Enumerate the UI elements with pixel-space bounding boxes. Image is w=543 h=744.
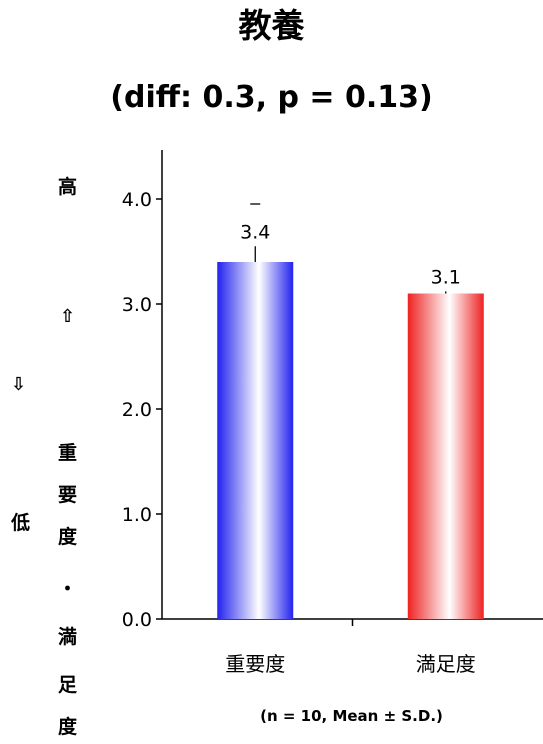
x-category-label-1: 重要度 (225, 652, 285, 676)
ylabel-char-6: 足 (58, 674, 78, 696)
y-tick-label: 3.0 (122, 294, 152, 316)
y-tick-label: 2.0 (122, 399, 152, 421)
value-label-1: 3.4 (240, 221, 270, 243)
ylabel-char-2: 要 (58, 484, 78, 506)
chart-title: 教養 (238, 6, 305, 45)
footnote: (n = 10, Mean ± S.D.) (260, 707, 443, 725)
y-tick-label: 0.0 (122, 609, 152, 631)
ylabel-up-arrow: ⇧ (60, 306, 76, 327)
ylabel-char-4: ・ (58, 578, 78, 600)
ylabel-char-1: 重 (58, 442, 78, 464)
ylabel-high: 高 (58, 176, 78, 198)
ylabel-char-3: 度 (58, 526, 78, 548)
bar-2 (407, 293, 484, 619)
bar-1 (217, 262, 294, 619)
y-tick-label: 1.0 (122, 504, 152, 526)
y-tick-label: 4.0 (122, 189, 152, 211)
value-label-2: 3.1 (431, 266, 461, 288)
ylabel-char-5: 満 (58, 626, 78, 648)
chart-subtitle: (diff: 0.3, p = 0.13) (110, 80, 433, 115)
ylabel-char-7: 度 (58, 716, 78, 738)
x-category-label-2: 満足度 (416, 652, 476, 676)
ylabel-down-arrow: ⇩ (11, 374, 27, 395)
ylabel-low: 低 (11, 512, 31, 534)
